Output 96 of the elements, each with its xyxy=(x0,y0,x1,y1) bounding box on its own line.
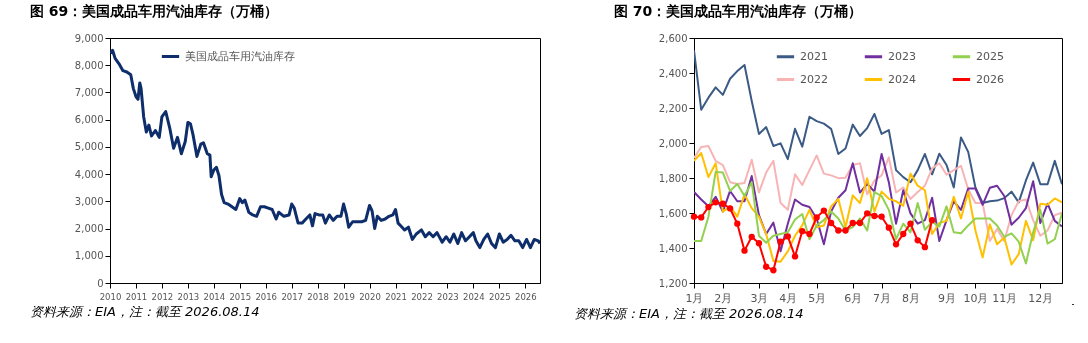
y-tick-label: 8,000 xyxy=(74,59,104,71)
point xyxy=(748,233,755,240)
x-tick-label: 11月 xyxy=(992,291,1018,305)
point xyxy=(849,219,856,227)
y-tick-label: 2,000 xyxy=(74,223,104,235)
x-tick-label: 9月 xyxy=(938,291,957,305)
y-tick-label: 4,000 xyxy=(74,168,104,180)
x-tick-label: 2011 xyxy=(125,291,148,302)
legend-label: 2026 xyxy=(975,72,1004,86)
x-tick-label: 2017 xyxy=(281,291,304,302)
y-tick-label: 0 xyxy=(97,277,104,289)
y-tick-label: 1,200 xyxy=(658,277,688,289)
point xyxy=(820,207,828,214)
point xyxy=(864,210,871,217)
x-tick-label: 10月 xyxy=(963,291,989,305)
x-tick-label: 2012 xyxy=(151,291,174,302)
point xyxy=(741,247,748,254)
y-tick-label: 5,000 xyxy=(74,141,104,153)
point xyxy=(878,213,885,220)
x-tick-label: 2021 xyxy=(385,291,407,302)
point xyxy=(726,205,734,212)
line-series xyxy=(694,170,1062,265)
x-tick-label: 4月 xyxy=(779,291,798,305)
chart-title: 图 69：美国成品车用汽油库存（万桶） xyxy=(30,3,279,19)
y-tick-label: 2,400 xyxy=(658,67,688,79)
point xyxy=(719,200,727,207)
text: 资料来源：EIA，注：截至 2026.08.14 xyxy=(0,302,530,321)
y-tick-label: 2,200 xyxy=(658,102,688,114)
point xyxy=(799,228,806,235)
point xyxy=(712,199,719,206)
legend-label: 2021 xyxy=(799,49,828,63)
y-tick-label: 2,000 xyxy=(658,137,688,149)
point xyxy=(928,217,936,224)
legend-label: 2025 xyxy=(975,49,1004,63)
y-tick-label: 1,000 xyxy=(74,250,104,262)
x-tick-label: 2026 xyxy=(514,291,537,302)
point xyxy=(871,212,878,220)
x-tick-label: 5月 xyxy=(808,291,827,305)
x-tick-label: 2013 xyxy=(177,291,200,302)
legend-label: 2023 xyxy=(887,49,916,63)
y-tick-label: 1,800 xyxy=(658,172,688,184)
x-tick-label: 2025 xyxy=(489,291,511,302)
point xyxy=(705,203,712,211)
point xyxy=(856,219,864,227)
y-tick-label: 1,400 xyxy=(658,242,688,254)
y-tick-label: 7,000 xyxy=(74,86,104,98)
x-tick-label: 2010 xyxy=(99,291,122,302)
point xyxy=(806,230,813,238)
chart-title: 图 70：美国成品车用汽油库存（万桶） xyxy=(614,3,863,19)
line-series xyxy=(694,144,1062,242)
x-tick-label: 2022 xyxy=(411,291,433,302)
y-tick-label: 6,000 xyxy=(74,114,104,126)
x-tick-label: 2020 xyxy=(359,291,381,302)
y-tick-label: 2,600 xyxy=(658,32,688,44)
point xyxy=(892,241,900,248)
point xyxy=(777,238,784,245)
y-tick-label: 3,000 xyxy=(74,195,104,207)
point xyxy=(762,263,770,270)
point xyxy=(690,213,698,220)
point xyxy=(698,214,705,221)
line-series xyxy=(694,49,1062,205)
point xyxy=(734,220,741,227)
x-tick-label: 3月 xyxy=(750,291,769,305)
point xyxy=(842,227,849,234)
x-tick-label: 2019 xyxy=(333,291,355,302)
point xyxy=(827,219,835,227)
point xyxy=(791,253,799,260)
point xyxy=(921,243,929,251)
x-tick-label: 7月 xyxy=(873,291,892,305)
point xyxy=(907,220,914,227)
point xyxy=(784,233,791,240)
y-tick-label: 1,600 xyxy=(658,207,688,219)
y-tick-label: 9,000 xyxy=(74,32,104,44)
x-tick-label: 2018 xyxy=(307,291,329,302)
legend-label: 2024 xyxy=(887,72,916,86)
x-tick-label: 2024 xyxy=(463,291,485,302)
x-tick-label: 1月 xyxy=(685,291,704,305)
point xyxy=(885,224,892,231)
x-tick-label: 12月 xyxy=(1028,291,1054,305)
point xyxy=(770,267,777,274)
point xyxy=(900,230,907,238)
x-tick-label: 2016 xyxy=(255,291,278,302)
legend-label: 美国成品车用汽油库存 xyxy=(185,49,295,63)
x-tick-label: 2023 xyxy=(437,291,459,302)
x-tick-label: 6月 xyxy=(844,291,863,305)
x-tick-label: 2015 xyxy=(229,291,252,302)
x-tick-label: 8月 xyxy=(901,291,920,305)
point xyxy=(914,237,921,244)
point xyxy=(813,214,820,221)
x-tick-label: 2014 xyxy=(203,291,226,302)
point xyxy=(835,227,842,234)
text: 资料来源：EIA，注：截至 2026.08.14 xyxy=(544,304,1074,323)
point xyxy=(755,240,763,247)
legend-label: 2022 xyxy=(799,72,828,86)
x-tick-label: 2月 xyxy=(714,291,733,305)
line-series xyxy=(110,48,540,250)
